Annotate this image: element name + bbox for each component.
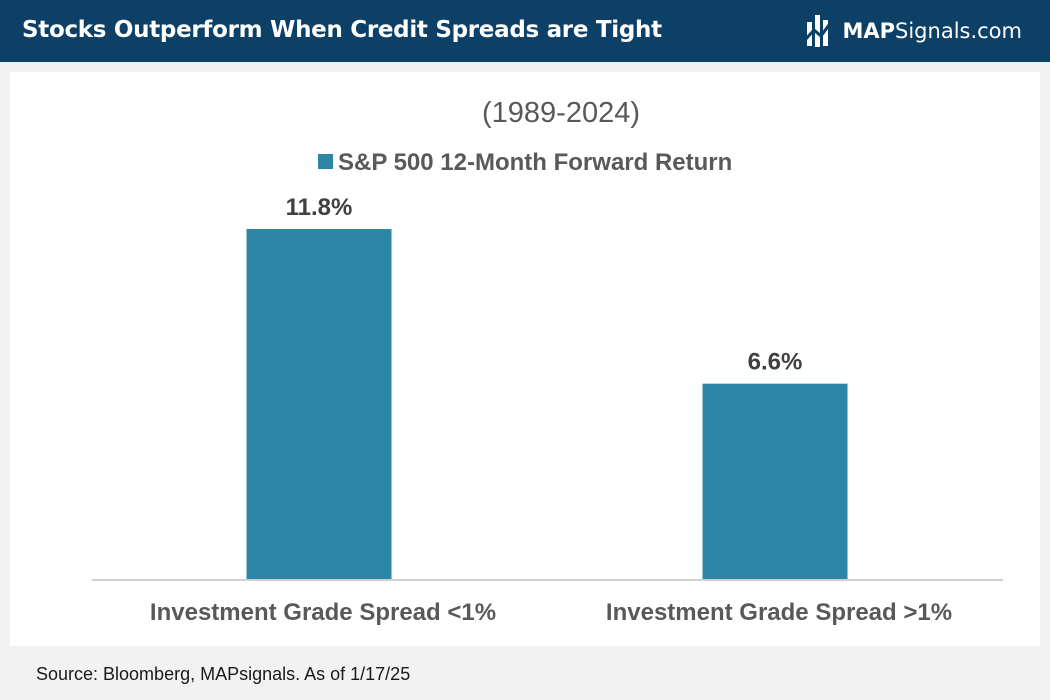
bar-2: [702, 383, 848, 580]
mapsignals-logo-icon: [804, 15, 836, 47]
x-axis-labels: Investment Grade Spread <1% Investment Gr…: [150, 599, 952, 626]
data-label-1: 11.8%: [286, 194, 353, 221]
x-tick-label-1: Investment Grade Spread <1%: [150, 599, 496, 626]
legend-label: S&P 500 12-Month Forward Return: [338, 149, 732, 176]
source-note: Source: Bloomberg, MAPsignals. As of 1/1…: [36, 664, 411, 684]
header-title: Stocks Outperform When Credit Spreads ar…: [22, 17, 662, 43]
bar-chart: (1989-2024) S&P 500 12-Month Forward Ret…: [92, 97, 1003, 626]
header-bar: Stocks Outperform When Credit Spreads ar…: [0, 0, 1050, 62]
chart-panel: (1989-2024) S&P 500 12-Month Forward Ret…: [10, 72, 1040, 646]
brand: MAPSignals.com: [804, 12, 1022, 50]
data-label-2: 6.6%: [748, 349, 803, 376]
x-tick-label-2: Investment Grade Spread >1%: [606, 599, 952, 626]
brand-name: MAPSignals.com: [842, 19, 1022, 43]
legend-swatch: [318, 154, 333, 169]
bar-1: [246, 229, 392, 580]
bars-group: 11.8% 6.6%: [246, 194, 848, 580]
chart-title: (1989-2024): [482, 97, 640, 129]
legend: S&P 500 12-Month Forward Return: [318, 149, 732, 176]
